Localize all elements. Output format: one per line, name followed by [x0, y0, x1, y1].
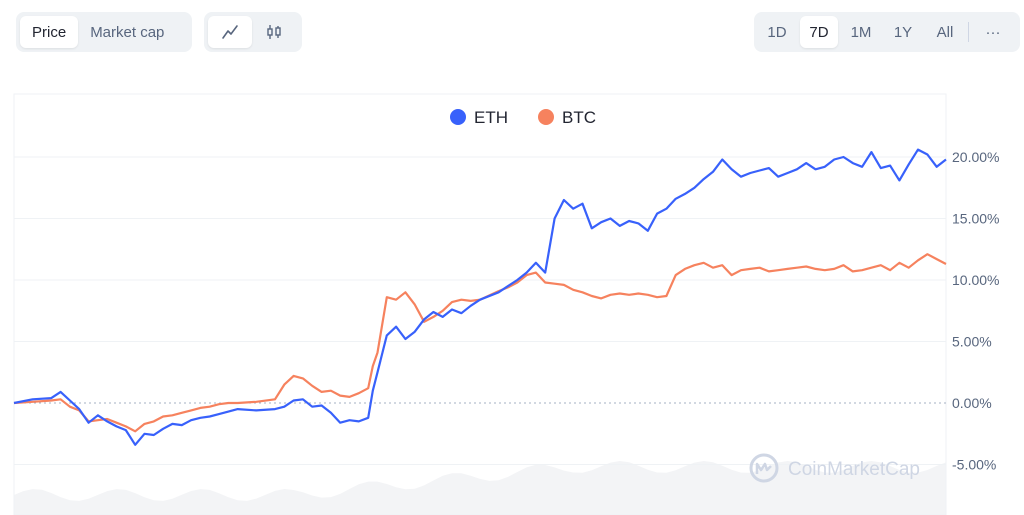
y-axis-ticks: 20.00% 15.00% 10.00% 5.00% 0.00% -5.00%	[952, 149, 999, 473]
y-tick-label: 0.00%	[952, 395, 992, 411]
watermark-text: CoinMarketCap	[788, 459, 920, 480]
candlestick-icon	[267, 25, 281, 39]
y-tick-label: 5.00%	[952, 334, 992, 350]
chart-series	[13, 148, 947, 446]
volume-area	[14, 461, 946, 515]
legend-label: BTC	[562, 108, 596, 127]
range-1m[interactable]: 1M	[850, 23, 872, 41]
price-marketcap-toggle: Price Market cap	[16, 12, 192, 52]
legend-swatch	[538, 109, 554, 125]
volume-area-path	[14, 461, 946, 515]
plot-frame	[13, 93, 947, 515]
time-range-toggle: 1D 7D 1M 1Y All ···	[754, 12, 1020, 52]
chart-legend[interactable]: ETH BTC	[450, 108, 596, 127]
legend-item-btc[interactable]: BTC	[538, 108, 596, 127]
y-tick-label: 15.00%	[952, 211, 999, 227]
more-options-button[interactable]: ···	[985, 23, 1001, 41]
y-tick-label: 20.00%	[952, 149, 999, 165]
line-chart-icon	[222, 25, 238, 39]
series-line-btc	[13, 253, 947, 433]
coinmarketcap-watermark: CoinMarketCap	[749, 453, 920, 483]
y-tick-label: 10.00%	[952, 272, 999, 288]
range-1y[interactable]: 1Y	[893, 23, 913, 41]
coinmarketcap-logo-icon	[749, 453, 779, 483]
toolbar-divider	[968, 22, 969, 42]
line-chart-button[interactable]	[208, 16, 252, 48]
range-7d[interactable]: 7D	[800, 16, 838, 48]
chart-mode-toggle	[204, 12, 302, 52]
legend-item-eth[interactable]: ETH	[450, 108, 508, 127]
range-all[interactable]: All	[936, 23, 954, 41]
candlestick-button[interactable]	[252, 16, 296, 48]
market-cap-tab[interactable]: Market cap	[90, 23, 165, 41]
price-tab[interactable]: Price	[20, 16, 79, 48]
chart-grid	[13, 93, 947, 515]
range-1d[interactable]: 1D	[767, 23, 787, 41]
series-line-eth	[13, 148, 947, 446]
y-tick-label: -5.00%	[952, 457, 996, 473]
legend-swatch	[450, 109, 466, 125]
legend-label: ETH	[474, 108, 508, 127]
